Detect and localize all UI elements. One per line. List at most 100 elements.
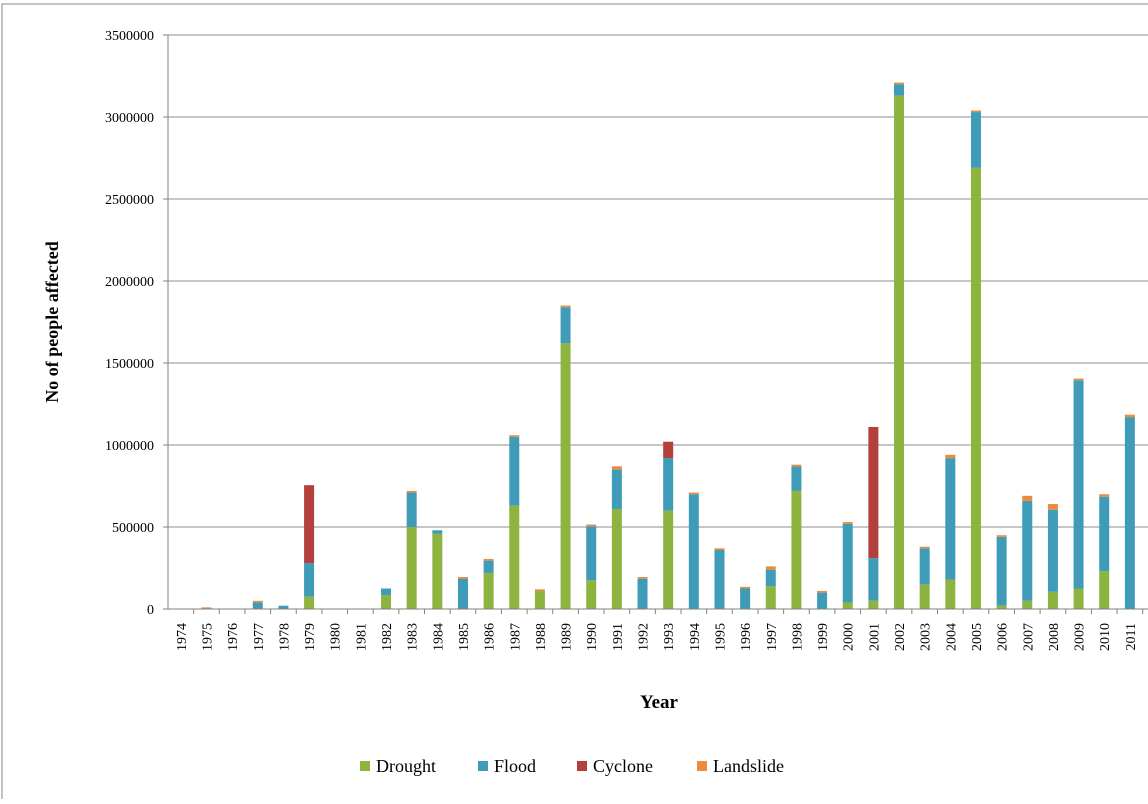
bar-flood-2011 — [1124, 417, 1135, 609]
x-tick-label: 1974 — [175, 623, 190, 651]
bar-flood-2004 — [945, 458, 956, 580]
x-tick-label: 2011 — [1124, 623, 1139, 650]
legend-swatch-drought — [360, 761, 370, 771]
bar-landslide-1990 — [586, 524, 597, 527]
bar-flood-2002 — [894, 84, 905, 96]
bar-drought-2009 — [1073, 588, 1084, 609]
bar-drought-1988 — [534, 590, 545, 609]
legend-swatch-landslide — [697, 761, 707, 771]
legend-swatch-cyclone — [577, 761, 587, 771]
bar-flood-2010 — [1099, 496, 1110, 572]
legend-swatch-flood — [478, 761, 488, 771]
bar-cyclone-2001 — [868, 426, 879, 559]
bar-drought-2006 — [996, 605, 1007, 609]
bar-landslide-2010 — [1099, 494, 1110, 497]
bar-drought-2004 — [945, 579, 956, 609]
bar-landslide-2000 — [842, 522, 853, 524]
x-tick-label: 1991 — [611, 623, 626, 651]
bar-drought-2003 — [919, 584, 930, 609]
bar-flood-1995 — [714, 549, 725, 609]
bar-flood-1996 — [740, 588, 751, 609]
x-tick-label: 1985 — [457, 623, 472, 651]
x-tick-label: 1999 — [816, 623, 831, 651]
x-tick-label: 1976 — [226, 623, 241, 651]
bar-landslide-1986 — [483, 558, 494, 561]
gridlines — [163, 34, 1148, 610]
legend-label-cyclone: Cyclone — [593, 756, 653, 776]
bar-landslide-1991 — [611, 466, 622, 470]
bar-drought-1983 — [406, 527, 417, 609]
bar-drought-1998 — [791, 490, 802, 609]
bar-flood-1978 — [278, 605, 289, 609]
bar-flood-1990 — [586, 526, 597, 581]
bar-flood-1989 — [560, 307, 571, 344]
bar-landslide-1985 — [457, 577, 468, 579]
x-tick-label: 1996 — [739, 623, 754, 651]
legend-label-landslide: Landslide — [713, 756, 784, 776]
bar-flood-1987 — [509, 436, 520, 506]
bar-flood-1982 — [381, 588, 392, 596]
bar-landslide-1995 — [714, 548, 725, 550]
bar-drought-1989 — [560, 343, 571, 609]
x-tick-label: 2002 — [893, 623, 908, 651]
bar-flood-1986 — [483, 560, 494, 573]
x-tick-label: 1984 — [431, 623, 446, 651]
y-tick-label: 2000000 — [105, 275, 154, 290]
y-tick-label: 0 — [147, 603, 154, 618]
bar-cyclone-1993 — [663, 441, 674, 459]
x-tick-label: 2008 — [1047, 623, 1062, 651]
bar-drought-1987 — [509, 505, 520, 609]
x-tick-label: 1992 — [637, 623, 652, 651]
bar-landslide-2008 — [1047, 504, 1058, 510]
x-tick-label: 1995 — [713, 623, 728, 651]
bar-drought-1997 — [765, 586, 776, 609]
x-tick-label: 1994 — [688, 623, 703, 651]
bar-flood-2003 — [919, 548, 930, 585]
bar-drought-2002 — [894, 95, 905, 610]
bar-drought-1986 — [483, 572, 494, 609]
y-tick-label: 500000 — [112, 521, 154, 536]
x-tick-label: 2010 — [1098, 623, 1113, 651]
legend-label-flood: Flood — [494, 756, 536, 776]
x-tick-label: 2001 — [867, 623, 882, 651]
bar-drought-1979 — [304, 596, 315, 609]
bar-flood-1997 — [765, 569, 776, 587]
bar-landslide-2006 — [996, 535, 1007, 537]
bar-flood-1977 — [252, 602, 263, 609]
bar-landslide-1999 — [817, 590, 828, 593]
x-tick-label: 1986 — [483, 623, 498, 651]
x-axis-title: Year — [640, 692, 679, 713]
bar-flood-2005 — [970, 112, 981, 168]
bar-drought-2000 — [842, 602, 853, 609]
bar-landslide-2004 — [945, 454, 956, 459]
y-tick-label: 1000000 — [105, 439, 154, 454]
bar-landslide-1998 — [791, 464, 802, 467]
bar-drought-1984 — [432, 533, 443, 609]
bar-drought-2008 — [1047, 591, 1058, 609]
bar-flood-2001 — [868, 558, 879, 601]
bar-landslide-1992 — [637, 577, 648, 579]
y-tick-label: 3500000 — [105, 29, 154, 44]
bar-flood-2008 — [1047, 509, 1058, 592]
x-tick-label: 1979 — [303, 623, 318, 651]
legend: Drought Flood Cyclone Landslide — [360, 756, 784, 776]
bar-drought-1982 — [381, 595, 392, 609]
x-tick-label: 2004 — [944, 623, 959, 651]
bar-landslide-1988 — [534, 589, 545, 591]
bar-landslide-1996 — [740, 586, 751, 589]
bar-landslide-2009 — [1073, 378, 1084, 381]
y-axis-title: No of people affected — [42, 241, 62, 402]
bar-landslide-1983 — [406, 490, 417, 493]
bar-flood-1985 — [457, 578, 468, 609]
x-tick-label: 1997 — [765, 623, 780, 651]
y-tick-label: 2500000 — [105, 193, 154, 208]
bar-landslide-1997 — [765, 566, 776, 570]
bar-landslide-1989 — [560, 305, 571, 308]
x-tick-label: 1998 — [790, 623, 805, 651]
x-tick-label: 2005 — [970, 623, 985, 651]
y-tick-labels: 0 500000 1000000 1500000 2000000 2500000 30000… — [105, 29, 154, 618]
bar-landslide-2002 — [894, 82, 905, 85]
bars — [201, 82, 1135, 610]
